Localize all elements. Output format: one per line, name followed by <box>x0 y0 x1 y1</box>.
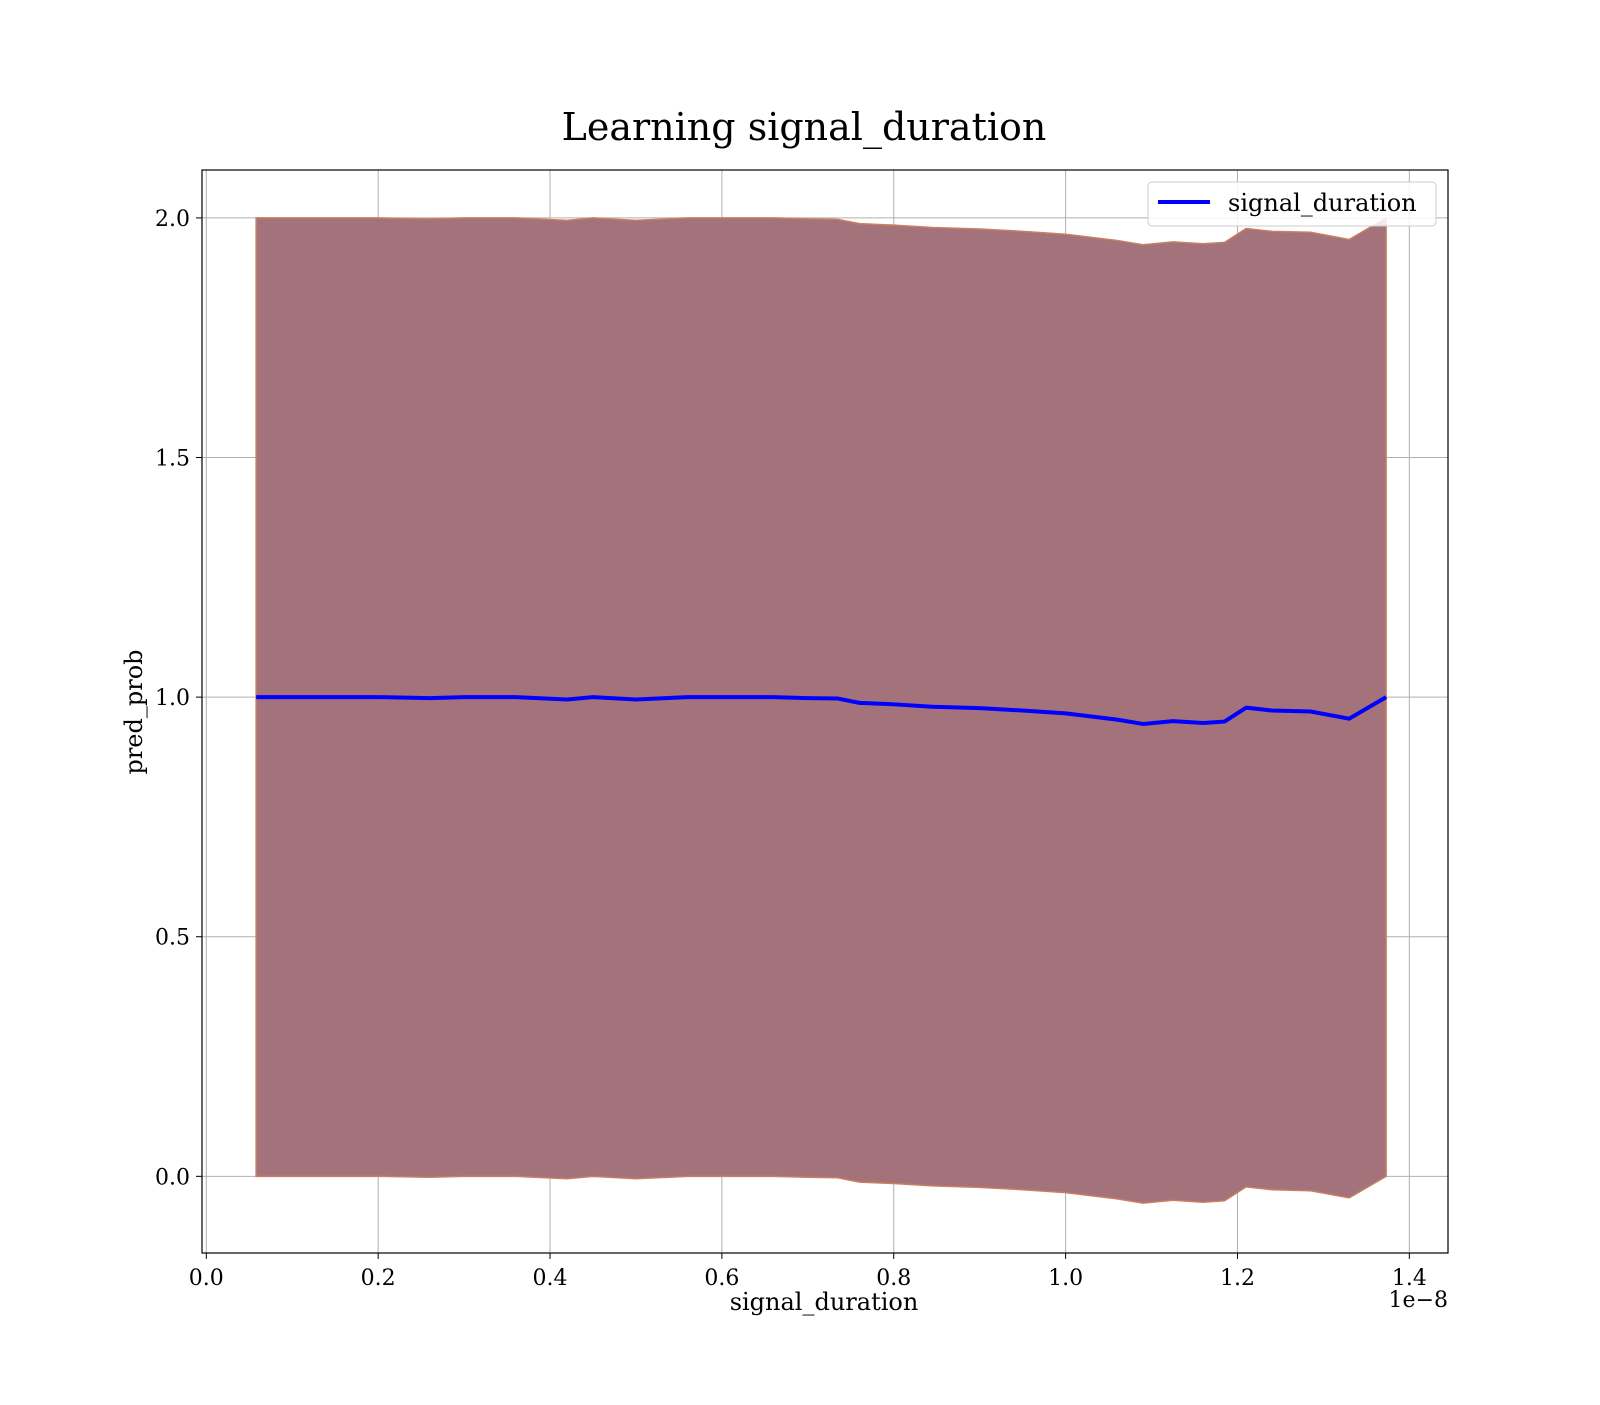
y-tick-label: 1.0 <box>155 686 190 711</box>
legend-box <box>1147 181 1437 227</box>
band-area <box>255 216 1387 1204</box>
y-axis-label: pred_prob <box>120 649 148 774</box>
x-tick-label: 0.2 <box>361 1266 396 1291</box>
y-tick-label: 0.0 <box>155 1165 190 1190</box>
y-tick-label: 0.5 <box>155 926 190 951</box>
plot-frame <box>201 169 1449 1254</box>
x-tick-label: 1.2 <box>1220 1266 1255 1291</box>
confidence-band <box>255 216 1387 1204</box>
x-axis-offset-label: 1e−8 <box>1389 1288 1448 1313</box>
x-tick-label: 0.4 <box>533 1266 568 1291</box>
legend-label: signal_duration <box>1228 189 1417 217</box>
x-tick-label: 1.0 <box>1048 1266 1083 1291</box>
series-line <box>256 695 1388 726</box>
chart-title: Learning signal_duration <box>562 105 1047 150</box>
series-lines <box>256 695 1388 726</box>
y-tick-label: 2.0 <box>155 207 190 232</box>
x-axis: 0.0 0.2 0.4 0.6 0.8 1.0 1.2 1.4 <box>189 1253 1427 1291</box>
x-tick-label: 0.8 <box>876 1266 911 1291</box>
x-tick-label: 0.6 <box>704 1266 739 1291</box>
y-tick-label: 1.5 <box>155 447 190 472</box>
x-tick-label: 0.0 <box>189 1266 224 1291</box>
y-axis: 0.0 0.5 1.0 1.5 2.0 <box>155 207 202 1190</box>
x-tick-label: 1.4 <box>1392 1266 1427 1291</box>
legend: signal_duration <box>1147 181 1437 227</box>
x-axis-label: signal_duration <box>730 1288 919 1316</box>
